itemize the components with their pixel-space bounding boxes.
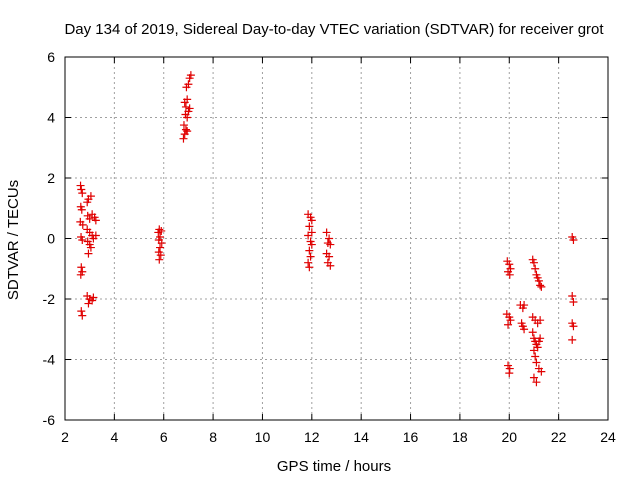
chart-title: Day 134 of 2019, Sidereal Day-to-day VTE… <box>64 21 604 38</box>
data-point <box>326 240 335 249</box>
y-tick-label: -6 <box>43 412 56 428</box>
data-point <box>76 270 85 279</box>
data-point <box>78 311 87 320</box>
data-point <box>531 264 540 273</box>
data-point <box>537 282 546 291</box>
data-point <box>184 80 193 89</box>
data-point <box>186 71 195 80</box>
data-point <box>534 276 543 285</box>
data-point <box>532 378 541 387</box>
data-point <box>156 243 165 252</box>
data-point <box>531 352 540 361</box>
data-point <box>84 299 93 308</box>
data-point <box>185 104 194 113</box>
x-tick-label: 20 <box>501 429 517 445</box>
x-tick-label: 10 <box>255 429 271 445</box>
data-point <box>76 181 85 190</box>
data-point <box>77 307 86 316</box>
data-point <box>183 95 192 104</box>
data-point <box>520 301 529 310</box>
x-tick-label: 4 <box>110 429 118 445</box>
data-point <box>505 369 514 378</box>
data-point <box>183 127 192 136</box>
data-point <box>84 249 93 258</box>
data-point <box>528 328 537 337</box>
data-point <box>179 134 188 143</box>
x-tick-label: 8 <box>209 429 217 445</box>
data-point <box>307 216 316 225</box>
data-point <box>568 335 577 344</box>
data-point <box>305 263 314 272</box>
data-point <box>156 251 165 260</box>
data-point <box>78 236 87 245</box>
data-point <box>536 334 545 343</box>
data-point <box>78 220 87 229</box>
data-point <box>325 252 334 261</box>
data-point <box>305 222 314 231</box>
y-tick-label: -4 <box>43 352 56 368</box>
data-point <box>155 225 164 234</box>
data-point <box>529 258 538 267</box>
data-point <box>77 263 86 272</box>
data-point <box>505 270 514 279</box>
data-point <box>86 192 95 201</box>
data-point <box>155 255 164 264</box>
y-axis-label: SDTVAR / TECUs <box>5 180 22 300</box>
data-point <box>504 320 513 329</box>
data-point <box>305 246 314 255</box>
data-point <box>506 316 515 325</box>
y-tick-label: 0 <box>47 231 55 247</box>
data-point <box>77 205 86 214</box>
data-point <box>89 293 98 302</box>
data-point <box>529 373 538 382</box>
data-point <box>181 102 190 111</box>
x-tick-label: 16 <box>403 429 419 445</box>
x-tick-label: 22 <box>551 429 567 445</box>
grid <box>65 57 608 420</box>
data-point <box>91 216 100 225</box>
data-point <box>529 346 538 355</box>
data-point <box>306 252 315 261</box>
data-point <box>569 322 578 331</box>
y-tick-label: 6 <box>47 49 55 65</box>
y-tick-label: 4 <box>47 110 55 126</box>
data-point <box>77 185 86 194</box>
data-point <box>304 258 313 267</box>
data-point <box>569 236 578 245</box>
x-tick-label: 14 <box>353 429 369 445</box>
data-point <box>325 234 334 243</box>
data-point <box>85 214 94 223</box>
data-point <box>536 281 545 290</box>
data-points <box>76 71 578 387</box>
data-point <box>568 291 577 300</box>
x-tick-label: 2 <box>61 429 69 445</box>
data-point <box>322 228 331 237</box>
y-tick-label: -2 <box>43 291 56 307</box>
data-point <box>532 358 541 367</box>
data-point <box>520 325 529 334</box>
x-tick-label: 12 <box>304 429 320 445</box>
data-point <box>537 367 546 376</box>
data-point <box>536 316 545 325</box>
data-point <box>91 231 100 240</box>
data-point <box>505 260 514 269</box>
data-point <box>181 125 190 134</box>
data-point <box>304 231 313 240</box>
x-tick-label: 18 <box>452 429 468 445</box>
data-point <box>179 121 188 130</box>
data-point <box>307 240 316 249</box>
data-point <box>78 189 87 198</box>
x-tick-label: 6 <box>160 429 168 445</box>
data-point <box>569 298 578 307</box>
x-axis-label: GPS time / hours <box>277 458 391 475</box>
data-point <box>86 243 95 252</box>
data-point <box>326 261 335 270</box>
y-tick-label: 2 <box>47 170 55 186</box>
data-point <box>157 226 166 235</box>
data-point <box>157 239 166 248</box>
x-tick-label: 24 <box>600 429 616 445</box>
